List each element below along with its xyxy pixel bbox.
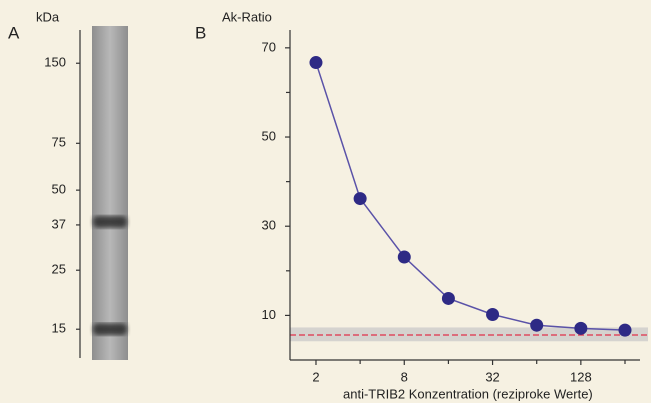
data-point	[574, 322, 587, 335]
y-tick-label: 30	[262, 218, 276, 233]
y-tick-label: 37	[52, 216, 66, 231]
data-point	[486, 308, 499, 321]
x-axis-title: anti-TRIB2 Konzentration (reziproke Wert…	[343, 386, 593, 401]
y-tick-label: 75	[52, 135, 66, 150]
y-tick-label: 50	[262, 128, 276, 143]
y-axis-title: kDa	[36, 9, 60, 24]
data-point	[398, 250, 411, 263]
band	[93, 216, 127, 228]
x-tick-label: 2	[312, 369, 319, 384]
y-tick-label: 70	[262, 39, 276, 54]
figure: AkDa 150 75 50 37 25 15 B Ak-Ratio anti-TRIB2 Kon…	[0, 0, 651, 403]
panel-label: A	[8, 23, 20, 42]
data-point	[530, 319, 543, 332]
data-point	[309, 56, 322, 69]
lane	[92, 26, 128, 360]
data-point	[442, 292, 455, 305]
y-tick-label: 10	[262, 307, 276, 322]
x-tick-label: 128	[570, 369, 592, 384]
x-tick-label: 32	[485, 369, 499, 384]
y-tick-label: 15	[52, 321, 66, 336]
y-tick-label: 150	[44, 55, 66, 70]
x-tick-label: 8	[401, 369, 408, 384]
data-point	[354, 192, 367, 205]
panel-label: B	[195, 23, 206, 42]
band	[93, 323, 127, 335]
data-point	[618, 324, 631, 337]
y-tick-label: 50	[52, 182, 66, 197]
y-axis-title: Ak-Ratio	[222, 9, 272, 24]
y-tick-label: 25	[52, 262, 66, 277]
